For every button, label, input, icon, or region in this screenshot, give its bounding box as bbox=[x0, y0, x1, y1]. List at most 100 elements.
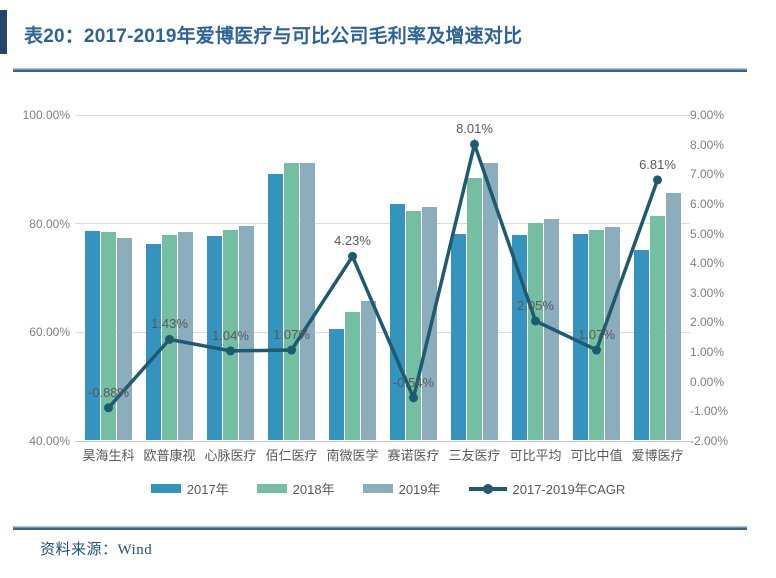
bar-2017年-赛诺医疗 bbox=[390, 203, 405, 440]
right-axis-tick: 1.00% bbox=[690, 345, 725, 360]
cagr-point-label: 8.01% bbox=[456, 121, 493, 137]
category-label-可比平均: 可比平均 bbox=[509, 448, 562, 463]
right-axis-tick: 3.00% bbox=[690, 285, 725, 300]
right-axis-tick: 8.00% bbox=[690, 137, 725, 152]
bar-2017年-佰仁医疗 bbox=[268, 173, 283, 440]
legend-item-2018年: 2018年 bbox=[256, 479, 335, 498]
figure-title: 表20：2017-2019年爱博医疗与可比公司毛利率及增速对比 bbox=[24, 26, 523, 47]
left-axis-tick: 60.00% bbox=[29, 325, 70, 340]
right-axis-tick: 4.00% bbox=[690, 256, 725, 271]
category-axis: 昊海生科 欧普康视 心脉医疗 佰仁医疗 南微医学 赛诺医疗 三友医疗 可比平均 可比中值 爱博医疗 bbox=[78, 448, 688, 466]
cagr-point-label: 2.05% bbox=[517, 297, 554, 313]
chart-legend: 2017年 2018年 2019年 2017-2019年CAGR bbox=[0, 479, 776, 498]
gridline bbox=[75, 114, 690, 116]
bar-2019年-赛诺医疗 bbox=[422, 207, 437, 440]
plot-area: -0.88% 1.43% 1.04% 1.07% 4.23% -0.54% 8.01% 2.0… bbox=[75, 114, 690, 442]
cagr-marker-赛诺医疗 bbox=[409, 393, 418, 403]
cagr-marker-佰仁医疗 bbox=[287, 345, 296, 355]
right-axis-tick: 6.00% bbox=[690, 196, 725, 211]
right-axis-tick: 2.00% bbox=[690, 315, 725, 330]
bar-2018年-佰仁医疗 bbox=[284, 162, 299, 440]
right-axis-tick: 5.00% bbox=[690, 226, 725, 241]
legend-item-2017年: 2017年 bbox=[150, 479, 229, 498]
bar-2018年-三友医疗 bbox=[467, 177, 482, 440]
legend-swatch-2019年 bbox=[362, 484, 393, 493]
bar-2017年-心脉医疗 bbox=[207, 235, 222, 440]
cagr-line-layer bbox=[104, 138, 662, 413]
cagr-marker-可比平均 bbox=[531, 316, 540, 326]
cagr-point-label: 4.23% bbox=[334, 233, 371, 249]
cagr-point-label: -0.54% bbox=[392, 374, 435, 390]
legend-cagr-line-swatch bbox=[468, 483, 507, 494]
footer-divider bbox=[13, 526, 747, 530]
right-axis-tick: -2.00% bbox=[690, 434, 729, 448]
bar-2019年-可比中值 bbox=[605, 227, 620, 440]
bar-2018年-心脉医疗 bbox=[223, 230, 238, 440]
bar-2017年-昊海生科 bbox=[85, 231, 100, 440]
left-axis-tick: 100.00% bbox=[22, 108, 70, 122]
left-axis-tick: 80.00% bbox=[29, 216, 70, 231]
bar-2019年-昊海生科 bbox=[117, 238, 132, 440]
bar-2018年-南微医学 bbox=[345, 312, 360, 440]
bar-2019年-心脉医疗 bbox=[239, 226, 254, 440]
left-axis: 100.00% 80.00% 60.00% 40.00% bbox=[0, 108, 70, 448]
left-axis-tick: 40.00% bbox=[29, 434, 70, 448]
bar-2017年-三友医疗 bbox=[451, 233, 466, 440]
category-label-南微医学: 南微医学 bbox=[326, 448, 379, 463]
right-axis-tick: 9.00% bbox=[690, 108, 725, 122]
bar-2017年-欧普康视 bbox=[146, 243, 161, 440]
category-label-心脉医疗: 心脉医疗 bbox=[204, 448, 257, 463]
category-label-欧普康视: 欧普康视 bbox=[143, 448, 196, 463]
cagr-point-label: 1.07% bbox=[273, 327, 310, 343]
bar-2019年-三友医疗 bbox=[483, 162, 498, 440]
category-label-昊海生科: 昊海生科 bbox=[82, 448, 135, 463]
cagr-marker-三友医疗 bbox=[470, 139, 479, 149]
legend-label: 2019年 bbox=[398, 482, 441, 497]
legend-swatch-2018年 bbox=[256, 484, 287, 493]
cagr-marker-心脉医疗 bbox=[226, 346, 235, 356]
legend-label: 2017-2019年CAGR bbox=[512, 482, 626, 497]
legend-item-2017-2019年CAGR: 2017-2019年CAGR bbox=[468, 479, 626, 498]
source-note: 资料来源：Wind bbox=[40, 542, 153, 558]
bar-2019年-南微医学 bbox=[361, 300, 376, 440]
bar-2019年-佰仁医疗 bbox=[300, 162, 315, 440]
bar-2017年-可比中值 bbox=[573, 233, 588, 440]
legend-cagr-dot bbox=[482, 483, 493, 494]
gridline bbox=[75, 223, 690, 225]
legend-label: 2017年 bbox=[186, 482, 229, 497]
bar-2019年-欧普康视 bbox=[178, 231, 193, 440]
cagr-point-label: -0.88% bbox=[87, 384, 130, 400]
legend-label: 2018年 bbox=[292, 482, 335, 497]
cagr-marker-南微医学 bbox=[348, 251, 357, 261]
bar-2017年-南微医学 bbox=[329, 328, 344, 440]
legend-item-2019年: 2019年 bbox=[362, 479, 441, 498]
category-label-赛诺医疗: 赛诺医疗 bbox=[387, 448, 440, 463]
cagr-line bbox=[107, 138, 660, 409]
category-label-三友医疗: 三友医疗 bbox=[448, 448, 501, 463]
right-axis-tick: 0.00% bbox=[690, 374, 725, 389]
cagr-point-label: 1.07% bbox=[578, 327, 615, 343]
category-label-佰仁医疗: 佰仁医疗 bbox=[265, 448, 318, 463]
right-axis-tick: 7.00% bbox=[690, 167, 725, 182]
cagr-marker-昊海生科 bbox=[104, 403, 113, 413]
right-axis-tick: -1.00% bbox=[690, 404, 729, 419]
bar-2019年-爱博医疗 bbox=[666, 192, 681, 440]
cagr-point-label: 1.04% bbox=[212, 327, 249, 343]
right-axis: 9.00% 8.00% 7.00% 6.00% 5.00% 4.00% 3.00% 2.00%… bbox=[690, 108, 776, 448]
bar-2018年-可比中值 bbox=[589, 230, 604, 440]
bar-2018年-可比平均 bbox=[528, 222, 543, 440]
cagr-point-label: 1.43% bbox=[151, 316, 188, 332]
cagr-marker-爱博医疗 bbox=[653, 175, 662, 185]
cagr-point-label: 6.81% bbox=[639, 156, 676, 172]
gridline bbox=[75, 331, 690, 333]
bar-2017年-爱博医疗 bbox=[634, 250, 649, 440]
gridline bbox=[75, 440, 690, 442]
title-accent-bar bbox=[0, 10, 7, 54]
legend-swatch-2017年 bbox=[150, 484, 181, 493]
category-label-爱博医疗: 爱博医疗 bbox=[631, 448, 684, 463]
bar-2018年-爱博医疗 bbox=[650, 216, 665, 440]
category-label-可比中值: 可比中值 bbox=[570, 448, 623, 463]
bar-2018年-昊海生科 bbox=[101, 231, 116, 440]
title-divider bbox=[13, 68, 747, 72]
